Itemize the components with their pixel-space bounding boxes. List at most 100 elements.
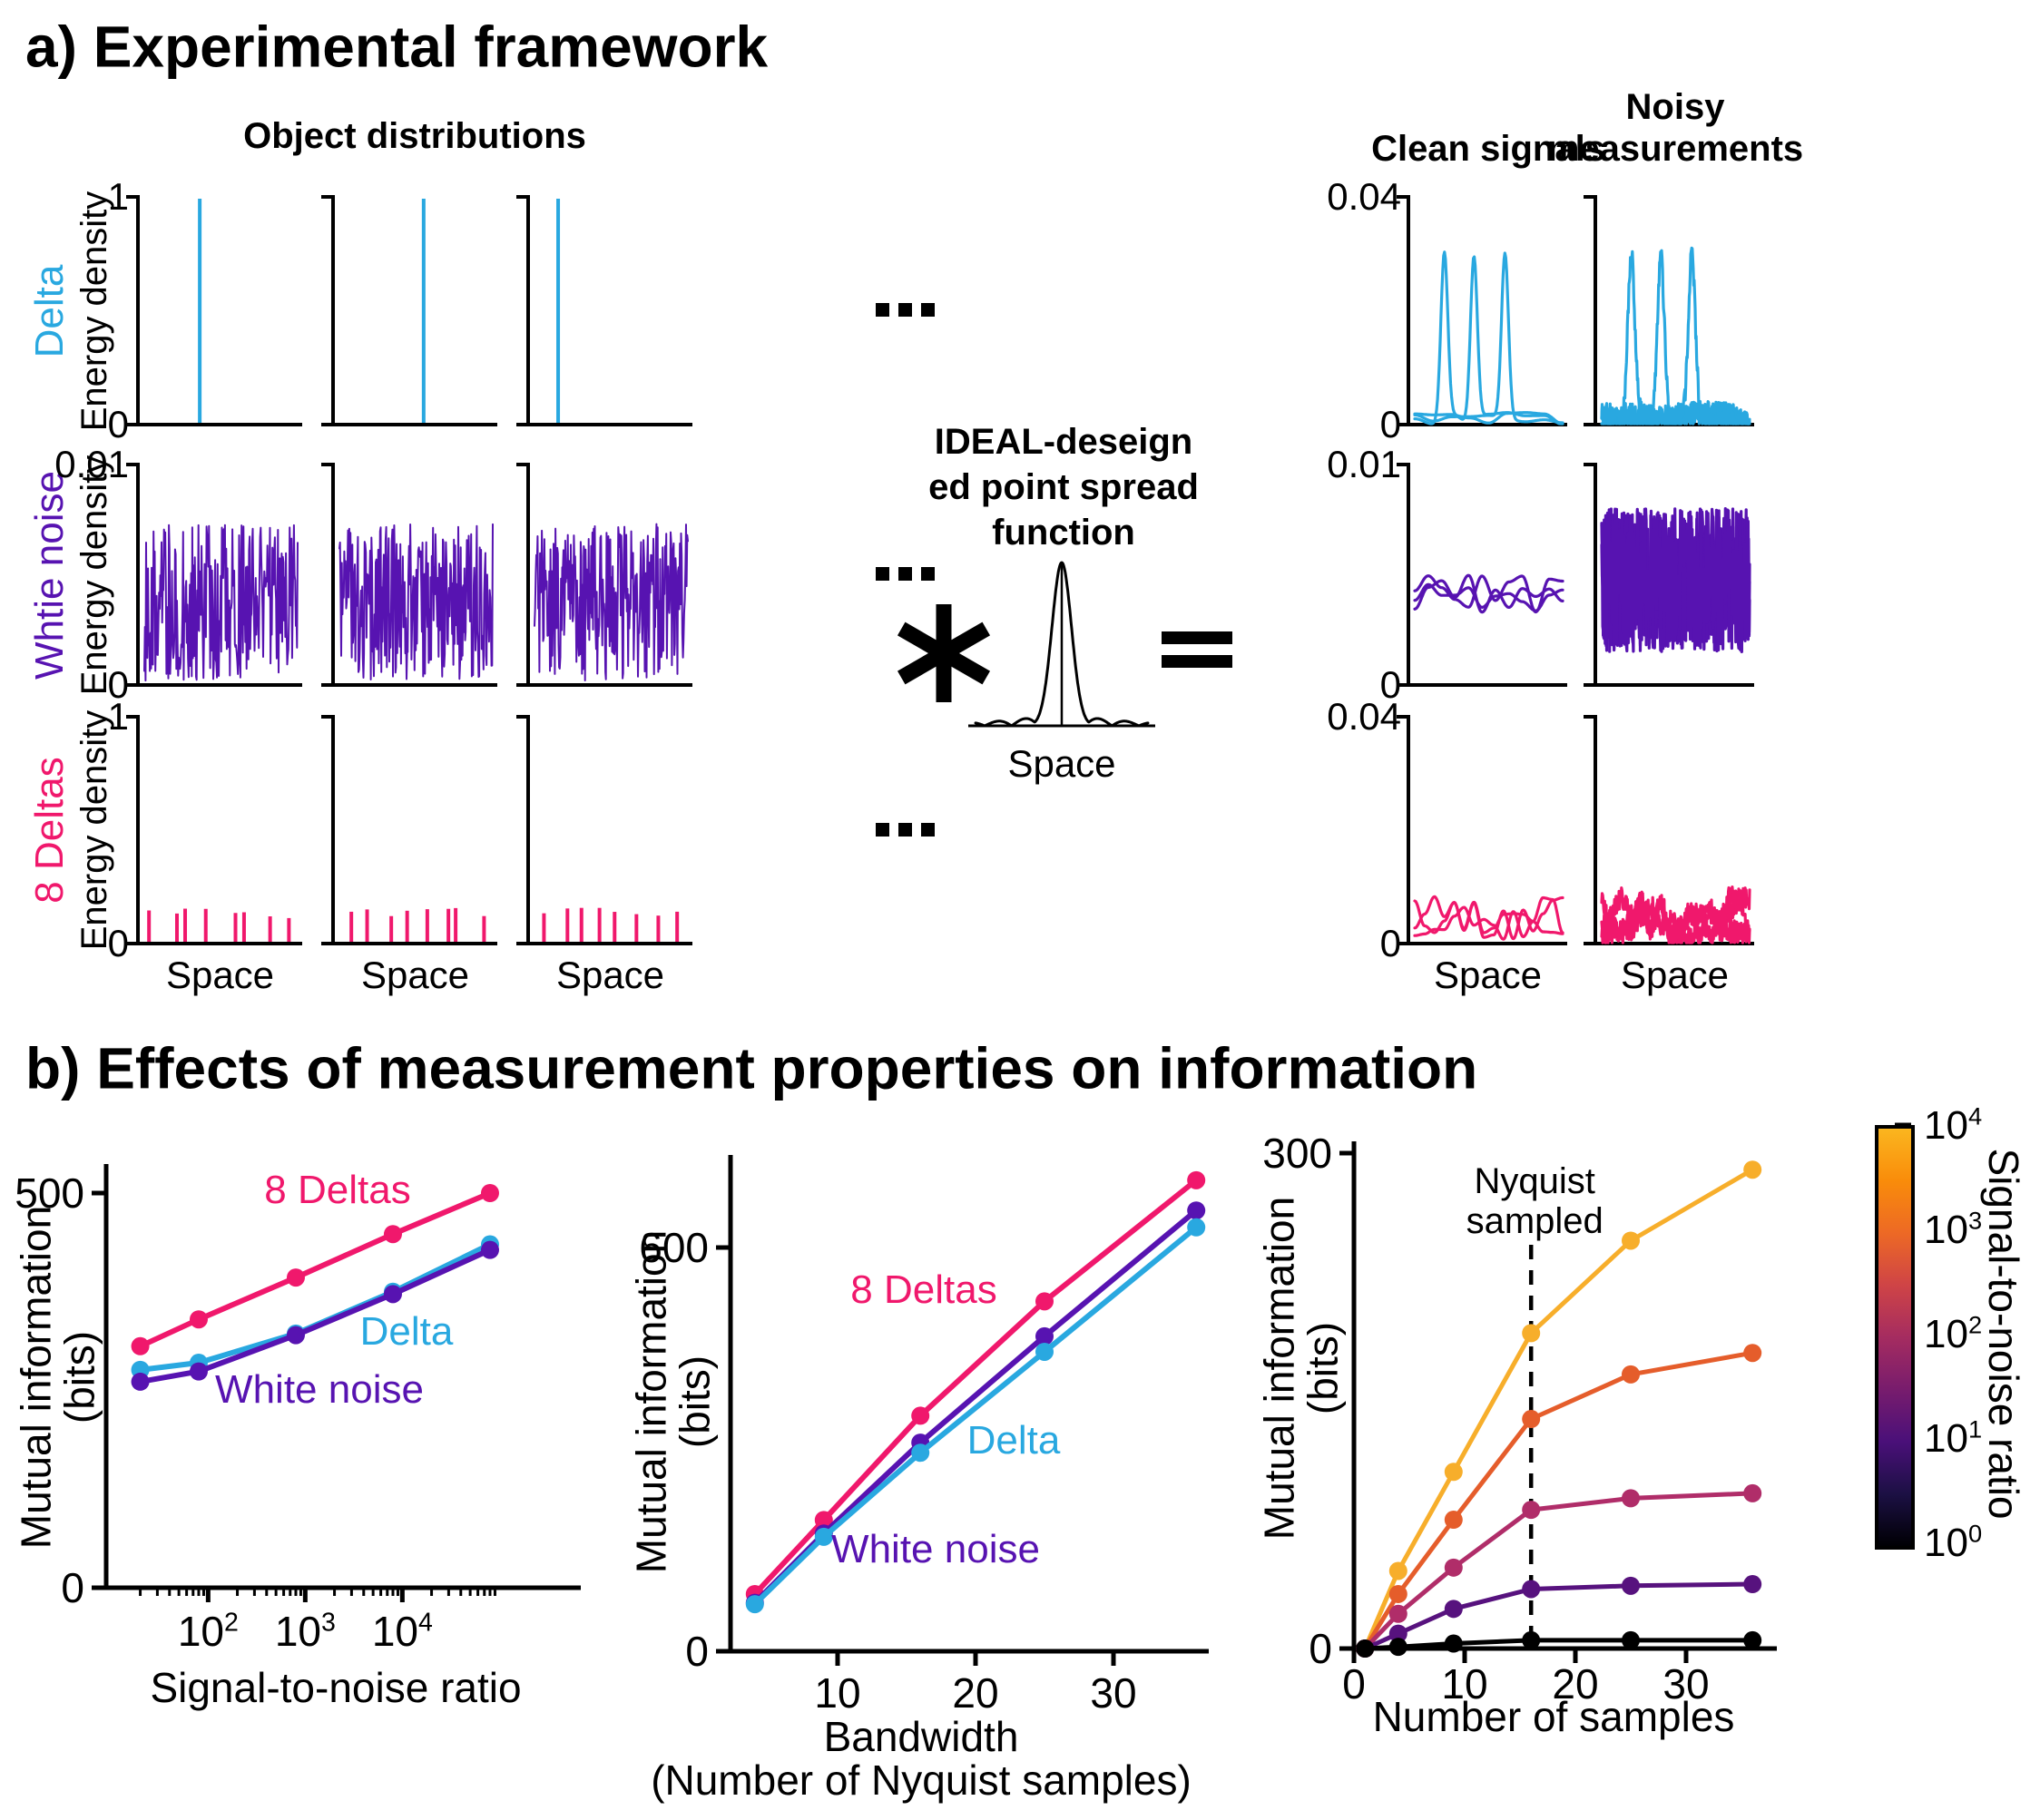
sm-ytick-label-0: 0 xyxy=(1309,1624,1332,1672)
bw-xtick-label-20: 20 xyxy=(952,1668,999,1717)
sm-series-marker-4-2 xyxy=(1444,1634,1463,1653)
sm-series-marker-2-4 xyxy=(1622,1489,1640,1508)
colorbar-tick-label-4: 104 xyxy=(1924,1101,1983,1148)
sm-series-marker-3-5 xyxy=(1743,1575,1762,1594)
clean-signals-header: Clean signals xyxy=(1371,129,1605,169)
equals-bar-top xyxy=(1162,631,1232,644)
object-ymax-tick-1: 0.01 xyxy=(54,442,129,485)
bw-label-whitenoise: White noise xyxy=(831,1526,1040,1571)
sm-ytick-label-300: 300 xyxy=(1262,1129,1332,1177)
ellipsis-dot-r0-0 xyxy=(876,303,889,317)
snr-ytick-label-0: 0 xyxy=(61,1563,84,1611)
snr-series-marker-0-0 xyxy=(131,1336,150,1355)
sm-series-marker-0-1 xyxy=(1388,1561,1407,1580)
object-distributions-header: Object distributions xyxy=(243,116,586,156)
ellipsis-dot-r1-1 xyxy=(898,567,912,581)
object-ymin-tick-0: 0 xyxy=(107,402,129,445)
panel-a-title: a) Experimental framework xyxy=(25,14,769,80)
panel-b-title: b) Effects of measurement properties on … xyxy=(25,1035,1478,1101)
bw-series-marker-0-2 xyxy=(911,1406,930,1425)
sm-series-marker-3-4 xyxy=(1622,1576,1640,1595)
equals-bar-bottom xyxy=(1162,655,1232,668)
sm-ylabel: Mutual information (bits) xyxy=(1255,1196,1347,1541)
psf-label-line3: function xyxy=(992,513,1135,553)
space-label-right-0: Space xyxy=(1433,953,1543,996)
bw-xtick-label-10: 10 xyxy=(814,1668,861,1717)
snr-ylabel: Mutual information (bits) xyxy=(12,1205,103,1550)
object-ymin-tick-1: 0 xyxy=(107,662,129,706)
space-label-right-1: Space xyxy=(1620,953,1730,996)
sm-series-marker-2-5 xyxy=(1743,1483,1762,1502)
clean-signal-trace-r2-2 xyxy=(1413,895,1564,934)
sm-xtick-label-0: 0 xyxy=(1342,1659,1366,1707)
sm-series-marker-0-5 xyxy=(1743,1160,1762,1179)
signal-ymin-tick-0: 0 xyxy=(1379,402,1401,445)
sm-xlabel: Number of samples xyxy=(1372,1692,1735,1740)
bw-series-marker-0-1 xyxy=(814,1511,833,1530)
colorbar-tick-label-1: 101 xyxy=(1924,1414,1983,1461)
ellipsis-dot-r2-2 xyxy=(921,823,935,837)
bw-ytick-label-0: 0 xyxy=(685,1627,709,1675)
snr-series-marker-2-2 xyxy=(286,1326,305,1345)
object-ymax-tick-0: 1 xyxy=(107,174,129,218)
snr-series-marker-2-1 xyxy=(189,1362,208,1381)
sm-series-marker-1-1 xyxy=(1388,1584,1407,1603)
snr-series-marker-0-2 xyxy=(286,1268,305,1287)
sm-series-marker-0-2 xyxy=(1444,1463,1463,1482)
convolution-asterisk-arm-2 xyxy=(897,621,991,685)
snr-xtick-label-2: 102 xyxy=(177,1607,239,1655)
psf-label-line1: IDEAL-deseign xyxy=(934,422,1193,462)
snr-xlabel: Signal-to-noise ratio xyxy=(150,1663,522,1711)
signal-ymin-tick-1: 0 xyxy=(1379,662,1401,706)
sm-series-marker-3-2 xyxy=(1444,1600,1463,1619)
bw-series-marker-0-3 xyxy=(1035,1292,1054,1311)
sm-series-marker-4-4 xyxy=(1622,1630,1640,1649)
signal-ymax-tick-1: 0.01 xyxy=(1327,442,1401,485)
space-label-left-1: Space xyxy=(360,953,470,996)
colorbar-title: Signal-to-noise ratio xyxy=(1980,1148,2028,1520)
colorbar-tick-label-3: 103 xyxy=(1924,1206,1983,1252)
space-label-left-0: Space xyxy=(165,953,275,996)
energy-density-label-1: Energy density xyxy=(74,455,114,695)
sm-series-marker-4-5 xyxy=(1743,1630,1762,1649)
ellipsis-dot-r0-2 xyxy=(921,303,935,317)
bw-ylabel: Mutual information (bits) xyxy=(627,1229,719,1574)
object-ymin-tick-2: 0 xyxy=(107,921,129,964)
snr-label-8deltas: 8 Deltas xyxy=(264,1167,411,1212)
bw-series-marker-2-2 xyxy=(911,1443,930,1463)
noisy-signal-trace-r2-2 xyxy=(1600,886,1751,944)
signal-ymin-tick-2: 0 xyxy=(1379,921,1401,964)
row-label-1: Whtie noise xyxy=(26,470,72,680)
signal-ymax-tick-2: 0.04 xyxy=(1327,694,1401,738)
row-label-2: 8 Deltas xyxy=(26,757,72,904)
snr-xtick-label-3: 103 xyxy=(274,1607,336,1655)
snr-series-marker-0-1 xyxy=(189,1310,208,1329)
clean-signal-trace-r2-1 xyxy=(1413,905,1564,941)
ellipsis-dot-r1-2 xyxy=(921,567,935,581)
ellipsis-dot-r2-1 xyxy=(898,823,912,837)
sm-series-marker-1-2 xyxy=(1444,1511,1463,1530)
bw-xlabel-line2: (Number of Nyquist samples) xyxy=(651,1756,1192,1804)
noisy-measurements-header-line1: Noisy xyxy=(1625,87,1725,127)
space-label-left-2: Space xyxy=(555,953,665,996)
psf-curve xyxy=(974,561,1150,728)
sm-series-line-1 xyxy=(1362,1350,1755,1651)
ellipsis-dot-r1-0 xyxy=(876,567,889,581)
clean-signal-trace-r0-2 xyxy=(1413,251,1564,425)
sm-series-marker-0-4 xyxy=(1622,1231,1640,1250)
colorbar-tick-label-2: 102 xyxy=(1924,1310,1983,1356)
bw-series-marker-2-3 xyxy=(1035,1342,1054,1361)
bw-series-marker-1-3 xyxy=(1035,1326,1054,1345)
snr-series-marker-2-4 xyxy=(480,1240,499,1259)
sm-series-line-2 xyxy=(1362,1491,1755,1651)
bw-series-marker-0-4 xyxy=(1187,1170,1206,1189)
sm-series-marker-3-1 xyxy=(1388,1624,1407,1643)
energy-density-label-0: Energy density xyxy=(74,191,114,431)
snr-series-marker-2-3 xyxy=(383,1285,402,1304)
snr-label-delta: Delta xyxy=(359,1308,454,1354)
sm-series-marker-4-3 xyxy=(1522,1630,1541,1649)
bw-ytick-label-600: 600 xyxy=(639,1223,709,1271)
snr-xtick-label-4: 104 xyxy=(371,1607,433,1655)
white-noise-object-r1c0 xyxy=(143,523,299,682)
